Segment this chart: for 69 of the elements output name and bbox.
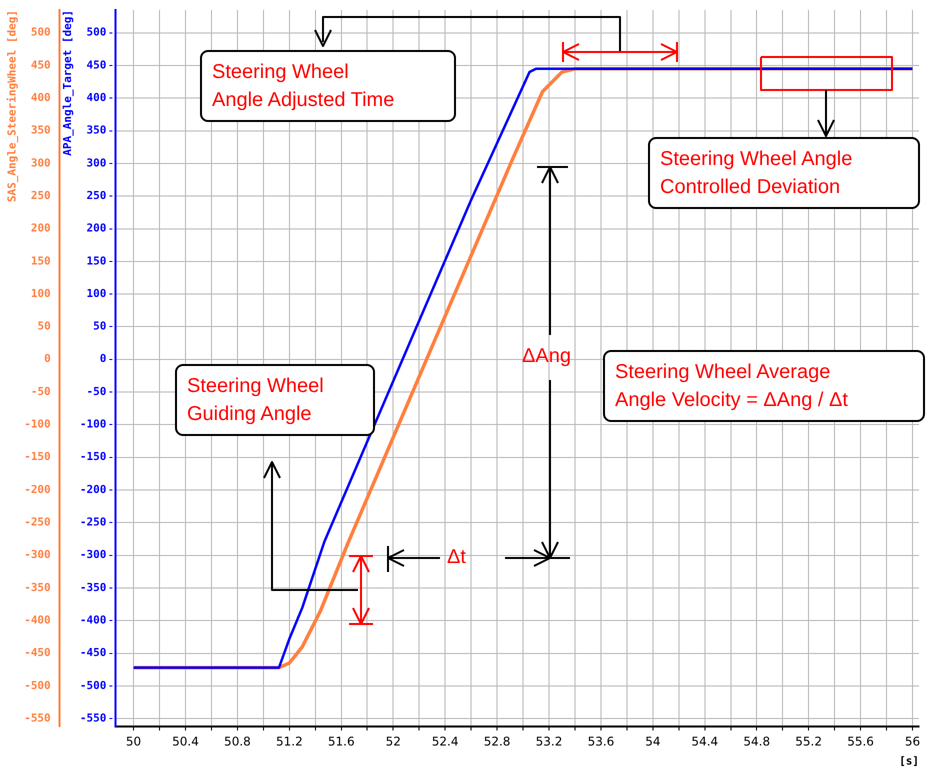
y2-tick-label: 500 <box>86 26 106 39</box>
y2-tick-label: -300 <box>80 548 106 562</box>
y2-tick-label: 150 <box>86 254 106 268</box>
x-tick-label: 56 <box>904 734 920 749</box>
y-tick-label: 100 <box>30 286 51 300</box>
x-tick-label: 50.4 <box>172 734 199 749</box>
y2-tick-label: 100 <box>86 286 106 300</box>
y-tick-label: -500 <box>24 678 51 692</box>
x-tick-label: 54.8 <box>743 734 770 749</box>
y2-tick-label: 300 <box>86 156 106 170</box>
x-tick-label: 55.2 <box>795 734 822 749</box>
y-tick-label: -450 <box>24 646 51 660</box>
y2-tick-label: -200 <box>80 482 106 496</box>
y-tick-label: 50 <box>37 320 51 333</box>
y2-tick-label: 0 <box>100 352 106 366</box>
y2-tick-label: -400 <box>80 613 106 626</box>
y-axis-title: SAS_Angle_SteeringWheel [deg] <box>5 10 18 202</box>
y2-tick-label: -150 <box>80 450 106 464</box>
y-tick-label: -300 <box>24 548 51 562</box>
y-tick-label: -100 <box>24 418 51 431</box>
x-tick-label: 54 <box>645 734 660 749</box>
x-tick-label: 53.2 <box>536 734 562 749</box>
y-tick-label: -550 <box>24 711 51 724</box>
y-tick-label: 0 <box>44 352 51 366</box>
y-tick-label: -150 <box>24 450 51 464</box>
y-tick-label: 150 <box>30 254 51 268</box>
y2-tick-label: 400 <box>86 91 106 104</box>
y-tick-label: 250 <box>30 188 51 202</box>
y-tick-label: -250 <box>24 516 51 529</box>
annotation: ΔAng <box>522 344 572 369</box>
x-tick-label: 54.4 <box>691 734 718 749</box>
y2-tick-label: -550 <box>80 711 106 724</box>
y2-tick-label: 50 <box>93 320 106 333</box>
y-tick-label: -200 <box>24 482 51 496</box>
x-tick-label: 51.6 <box>328 734 355 749</box>
y2-tick-label: -250 <box>80 516 106 529</box>
y-tick-label: -50 <box>30 384 51 398</box>
y2-tick-label: 200 <box>86 222 106 235</box>
y2-tick-label: 450 <box>86 58 106 72</box>
y-tick-label: 350 <box>30 124 51 137</box>
y-tick-label: 500 <box>30 26 51 39</box>
y-tick-label: 200 <box>30 222 51 235</box>
y2-tick-label: -500 <box>80 678 106 692</box>
y2-tick-label: -350 <box>80 580 106 594</box>
annotation: Δt <box>447 545 467 570</box>
y2-tick-label: -100 <box>80 418 106 431</box>
x-tick-label: 52.4 <box>432 734 458 749</box>
text-box: Steering Wheel Angle Controlled Deviation <box>648 137 920 209</box>
x-tick-label: 55.6 <box>847 734 874 749</box>
text-box: Steering Wheel Average Angle Velocity = ΔAng / Δt <box>603 350 925 422</box>
y-tick-label: 300 <box>30 156 51 170</box>
y-tick-label: 450 <box>30 58 51 72</box>
x-tick-label: 53.6 <box>588 734 614 749</box>
y2-tick-label: -50 <box>86 384 106 398</box>
y-tick-label: -350 <box>24 580 51 594</box>
x-tick-label: 50 <box>126 734 142 749</box>
x-axis-title: [s] <box>899 754 919 768</box>
x-tick-label: 50.8 <box>224 734 251 749</box>
text-box: Steering Wheel Angle Adjusted Time <box>200 50 456 122</box>
y2-tick-label: 350 <box>86 124 106 137</box>
text-box: Steering Wheel Guiding Angle <box>175 364 375 436</box>
x-tick-label: 52 <box>386 734 401 749</box>
y-tick-label: -400 <box>24 613 51 626</box>
x-tick-label: 52.8 <box>484 734 510 749</box>
y2-tick-label: -450 <box>80 646 106 660</box>
y2-axis-title: APA_Angle_Target [deg] <box>61 10 74 156</box>
y2-tick-label: 250 <box>86 188 106 202</box>
y-tick-label: 400 <box>30 91 51 104</box>
x-tick-label: 51.2 <box>276 734 303 749</box>
